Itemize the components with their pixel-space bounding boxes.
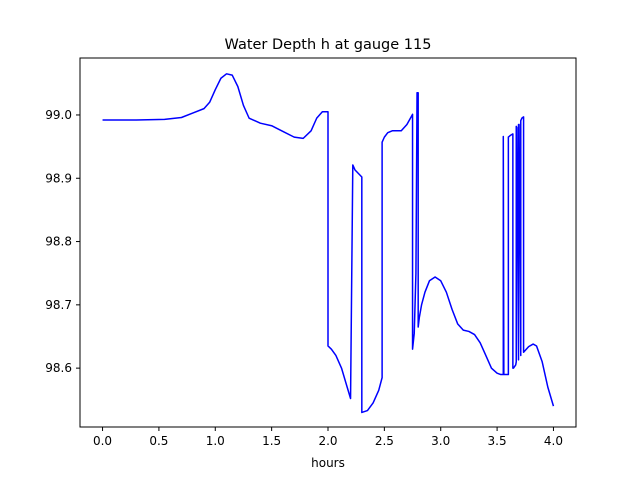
x-tick-label: 0.5: [149, 434, 168, 448]
x-tick-label: 4.0: [544, 434, 563, 448]
x-axis: 0.0 0.5 1.0 1.5 2.0 2.5 3.0 3.5 4.0: [93, 427, 563, 448]
y-axis: 98.6 98.7 98.8 98.9 99.0: [45, 108, 80, 375]
y-tick-label: 99.0: [45, 108, 72, 122]
plot-area: [102, 73, 555, 414]
x-tick-label: 1.0: [206, 434, 225, 448]
y-tick-label: 98.9: [45, 171, 72, 185]
x-tick-label: 0.0: [93, 434, 112, 448]
x-tick-label: 2.5: [375, 434, 394, 448]
y-tick-label: 98.6: [45, 361, 72, 375]
x-tick-label: 2.0: [318, 434, 337, 448]
x-tick-label: 1.5: [262, 434, 281, 448]
y-tick-label: 98.7: [45, 298, 72, 312]
series-line-0: [102, 73, 555, 414]
axes-frame: [79, 57, 577, 428]
y-tick-label: 98.8: [45, 235, 72, 249]
x-tick-label: 3.0: [431, 434, 450, 448]
x-axis-label: hours: [311, 456, 345, 470]
chart-title: Water Depth h at gauge 115: [225, 37, 432, 53]
x-tick-label: 3.5: [488, 434, 507, 448]
